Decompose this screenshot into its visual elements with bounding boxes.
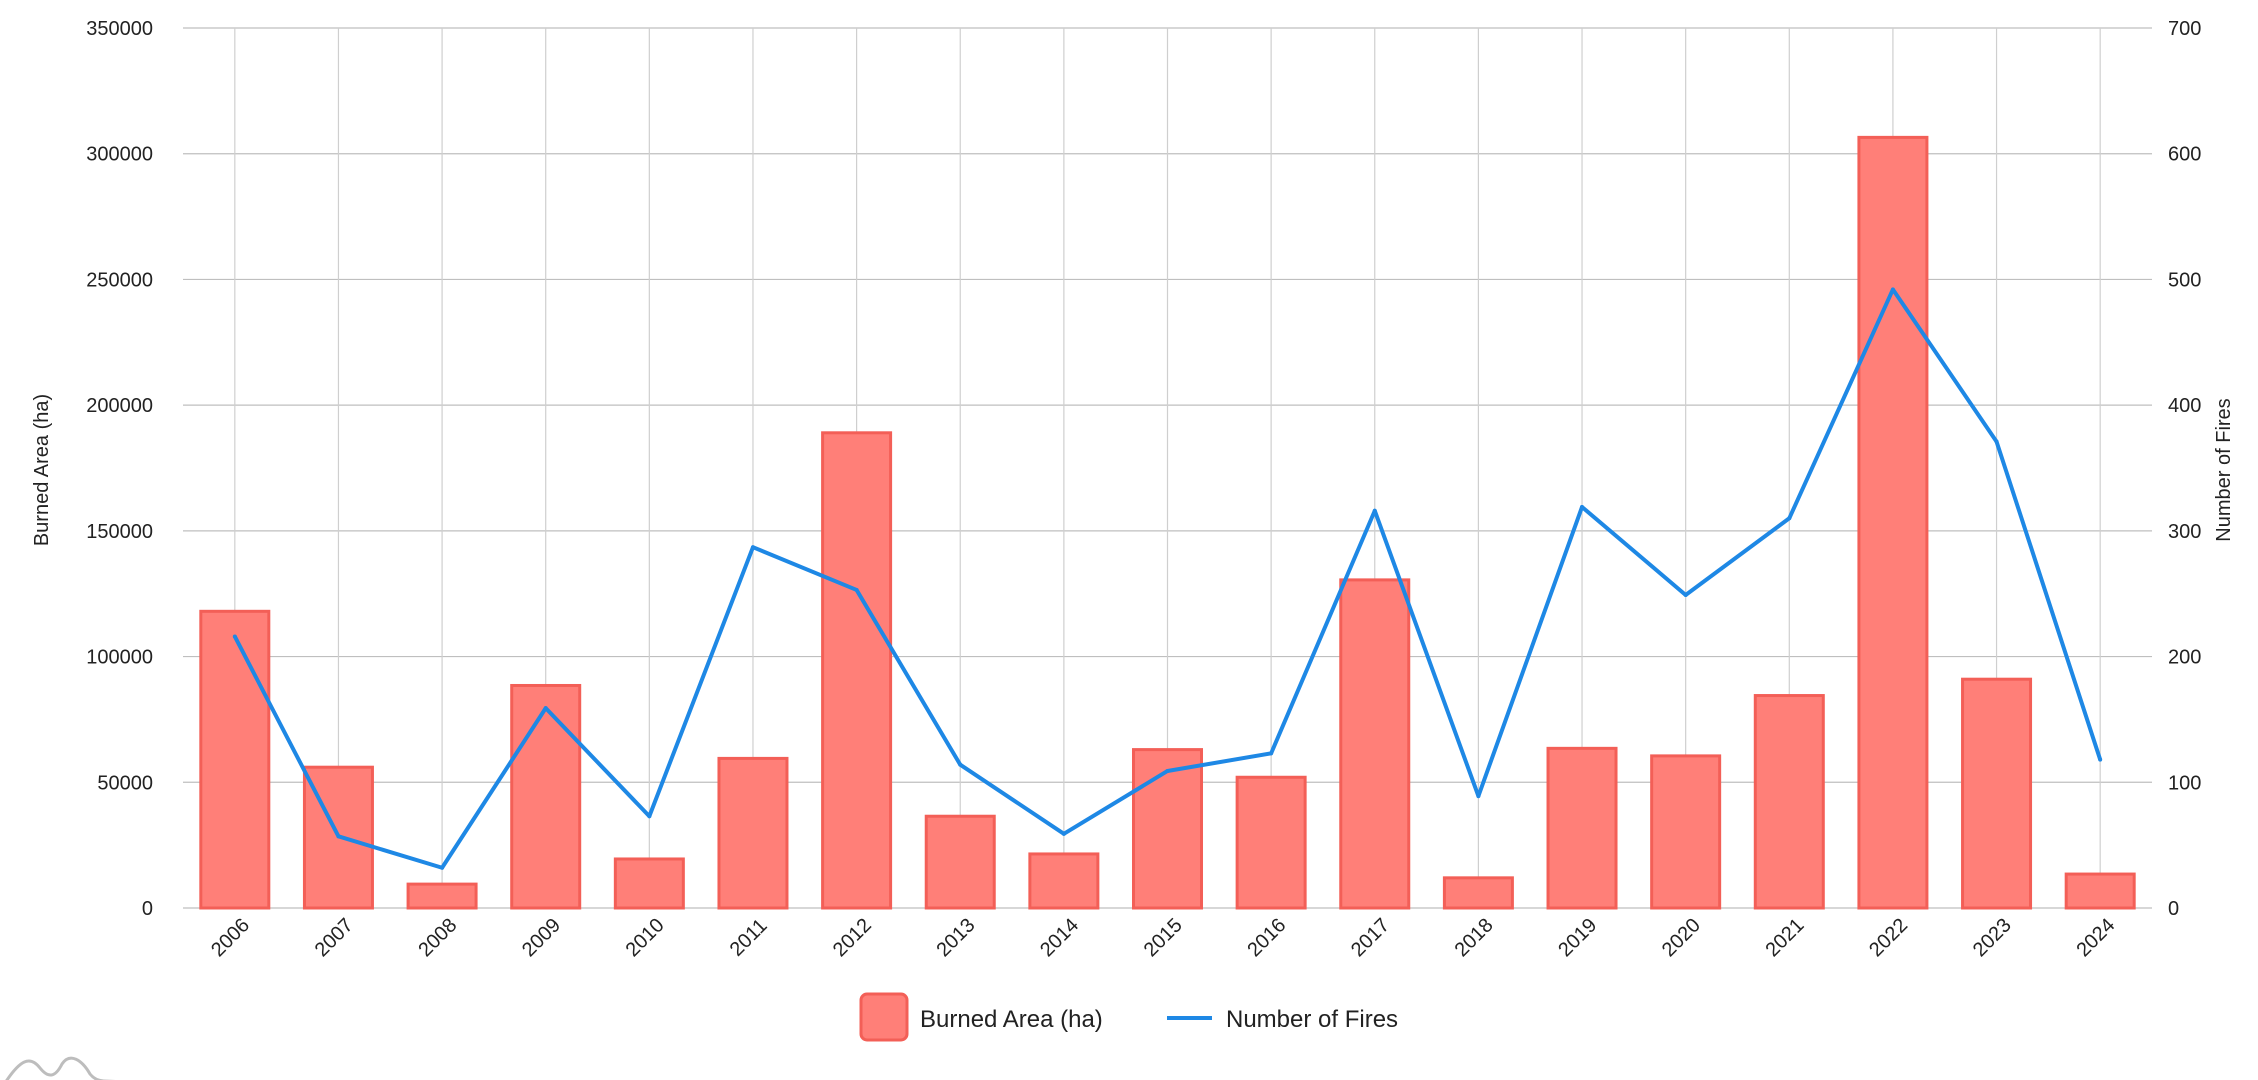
x-tick-label: 2023	[1969, 914, 2016, 961]
right-tick-label: 700	[2168, 18, 2201, 40]
bar-2024[interactable]	[2064, 872, 2136, 910]
right-axis-ticks: 0 100 200 300 400 500 600 700	[2168, 18, 2201, 920]
line-point-2017[interactable]	[1372, 508, 1377, 513]
bar-2012[interactable]	[821, 431, 893, 910]
right-tick-label: 600	[2168, 144, 2201, 166]
x-tick-label: 2014	[1036, 914, 1083, 961]
line-point-2012[interactable]	[854, 587, 859, 592]
legend-swatch-bar	[859, 992, 909, 1042]
line-point-2011[interactable]	[750, 545, 755, 550]
line-point-2007[interactable]	[336, 834, 341, 839]
bar-2021[interactable]	[1753, 694, 1825, 910]
line-point-2015[interactable]	[1165, 768, 1170, 773]
bar-2008[interactable]	[406, 882, 478, 910]
bar-2023[interactable]	[1961, 677, 2033, 910]
line-point-2008[interactable]	[440, 865, 445, 870]
bar-2011[interactable]	[717, 756, 789, 910]
bar-2010[interactable]	[613, 857, 685, 910]
x-tick-label: 2024	[2072, 914, 2119, 961]
burned-area-bars	[199, 135, 2136, 910]
x-tick-label: 2013	[932, 914, 979, 961]
right-tick-label: 0	[2168, 898, 2179, 920]
line-point-2019[interactable]	[1580, 504, 1585, 509]
x-axis-ticks: 2006 2007 2008 2009 2010 2011 2012 2013 2014 2015…	[207, 914, 2119, 961]
bar-2009[interactable]	[510, 683, 582, 910]
line-point-2024[interactable]	[2098, 757, 2103, 762]
line-point-2014[interactable]	[1061, 831, 1066, 836]
bar-2017[interactable]	[1339, 578, 1411, 910]
x-tick-label: 2017	[1347, 914, 1394, 961]
watermark-logo	[5, 1056, 116, 1080]
x-tick-label: 2022	[1865, 914, 1912, 961]
x-tick-label: 2009	[518, 914, 565, 961]
legend[interactable]: Burned Area (ha) Number of Fires	[859, 992, 1398, 1042]
bar-2019[interactable]	[1546, 746, 1618, 910]
line-point-2009[interactable]	[543, 706, 548, 711]
left-tick-label: 250000	[86, 269, 153, 291]
number-of-fires-line	[232, 287, 2103, 870]
left-axis-title: Burned Area (ha)	[31, 394, 53, 546]
legend-label-number-of-fires: Number of Fires	[1226, 1006, 1398, 1033]
left-tick-label: 100000	[86, 647, 153, 669]
bar-2006[interactable]	[199, 609, 271, 910]
bar-2015[interactable]	[1132, 748, 1203, 910]
legend-item-burned-area[interactable]: Burned Area (ha)	[859, 992, 1103, 1042]
line-point-2013[interactable]	[958, 762, 963, 767]
line-point-2023[interactable]	[1994, 439, 1999, 444]
x-tick-label: 2011	[726, 915, 772, 961]
line-point-2006[interactable]	[232, 634, 237, 639]
x-tick-label: 2006	[207, 914, 254, 961]
left-tick-label: 50000	[97, 772, 153, 794]
legend-item-number-of-fires[interactable]: Number of Fires	[1167, 1006, 1398, 1033]
line-point-2010[interactable]	[647, 814, 652, 819]
right-tick-label: 200	[2168, 647, 2201, 669]
line-point-2016[interactable]	[1269, 751, 1274, 756]
x-tick-label: 2019	[1554, 914, 1601, 961]
right-tick-label: 400	[2168, 395, 2201, 417]
bar-2022[interactable]	[1857, 135, 1929, 910]
x-tick-label: 2016	[1243, 914, 1290, 961]
left-axis-ticks: 0 50000 100000 150000 200000 250000 300000 3500…	[86, 18, 153, 920]
x-tick-label: 2007	[311, 914, 358, 961]
bar-2013[interactable]	[924, 814, 996, 910]
bar-2018[interactable]	[1442, 876, 1514, 910]
x-tick-label: 2008	[414, 914, 461, 961]
line-point-2020[interactable]	[1683, 592, 1688, 597]
line-point-2018[interactable]	[1476, 794, 1481, 799]
legend-label-burned-area: Burned Area (ha)	[920, 1006, 1103, 1033]
left-tick-label: 0	[142, 898, 153, 920]
x-tick-label: 2015	[1140, 914, 1187, 961]
left-tick-label: 200000	[86, 395, 153, 417]
right-axis-title: Number of Fires	[2213, 398, 2235, 541]
line-point-2021[interactable]	[1787, 516, 1792, 521]
line-point-2022[interactable]	[1890, 287, 1895, 292]
right-tick-label: 100	[2168, 772, 2201, 794]
bar-2014[interactable]	[1028, 852, 1100, 910]
x-tick-label: 2021	[1762, 914, 1809, 961]
bar-2020[interactable]	[1650, 754, 1722, 910]
left-tick-label: 350000	[86, 18, 153, 40]
right-tick-label: 300	[2168, 521, 2201, 543]
x-tick-label: 2010	[622, 914, 669, 961]
left-tick-label: 300000	[86, 144, 153, 166]
left-tick-label: 150000	[86, 521, 153, 543]
bar-2016[interactable]	[1235, 775, 1307, 910]
x-tick-label: 2018	[1451, 914, 1498, 961]
x-tick-label: 2012	[829, 914, 876, 961]
x-tick-label: 2020	[1658, 914, 1705, 961]
right-tick-label: 500	[2168, 269, 2201, 291]
